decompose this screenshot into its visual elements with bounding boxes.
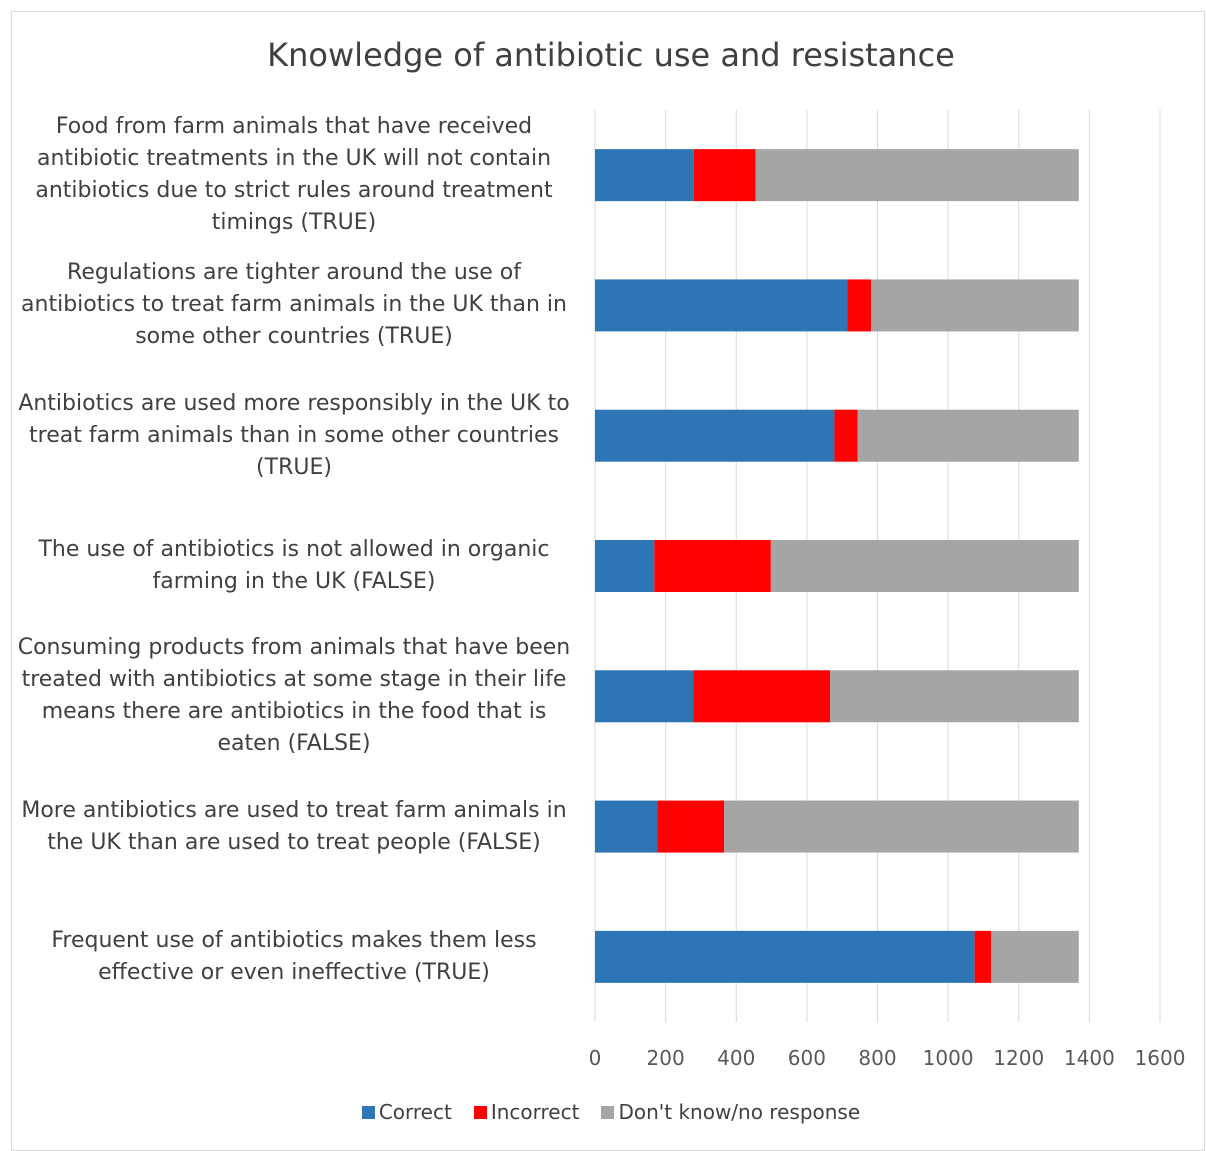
x-tick-label: 0 — [588, 1046, 602, 1070]
bar-group — [595, 800, 1079, 853]
bar-group — [595, 279, 1079, 332]
bar-incorrect — [847, 279, 872, 332]
x-tick-label: 1200 — [993, 1046, 1045, 1070]
category-label: Regulations are tighter around the use o… — [14, 257, 574, 353]
bar-group — [595, 409, 1079, 462]
bar-correct — [595, 149, 694, 202]
legend: Correct Incorrect Don't know/no response — [0, 1100, 1206, 1124]
x-tick-label: 1000 — [922, 1046, 974, 1070]
bar-don-t-know-no-response — [755, 149, 1079, 202]
bar-group — [595, 930, 1079, 983]
category-label-line: some other countries (TRUE) — [135, 324, 453, 350]
bar-incorrect — [693, 670, 831, 723]
category-label-line: antibiotic treatments in the UK will not… — [36, 146, 552, 172]
category-label-line: means there are antibiotics in the food … — [41, 699, 547, 725]
bar-group — [595, 670, 1079, 723]
legend-item: Incorrect — [473, 1100, 580, 1124]
category-label-line: eaten (FALSE) — [217, 731, 371, 757]
category-label: Frequent use of antibiotics makes them l… — [14, 925, 574, 989]
chart-title: Knowledge of antibiotic use and resistan… — [267, 36, 955, 74]
category-label: More antibiotics are used to treat farm … — [14, 795, 574, 859]
category-label-line: (TRUE) — [256, 454, 332, 480]
bar-incorrect — [654, 540, 771, 592]
legend-item: Don't know/no response — [601, 1100, 860, 1124]
bar-don-t-know-no-response — [991, 930, 1079, 983]
category-label-line: treated with antibiotics at some stage i… — [21, 667, 567, 693]
bar-correct — [595, 540, 655, 592]
bar-group — [595, 540, 1079, 592]
bar-don-t-know-no-response — [871, 279, 1079, 332]
x-tick-label: 1400 — [1063, 1046, 1115, 1070]
category-label-line: timings (TRUE) — [211, 210, 377, 236]
category-label-line: treat farm animals than in some other co… — [29, 422, 559, 448]
legend-label: Incorrect — [490, 1100, 580, 1124]
category-label-line: More antibiotics are used to treat farm … — [21, 797, 567, 823]
category-label-line: effective or even ineffective (TRUE) — [98, 959, 490, 985]
bar-incorrect — [693, 149, 756, 202]
bar-don-t-know-no-response — [830, 670, 1079, 723]
x-tick-label: 1600 — [1134, 1046, 1186, 1070]
category-label: Antibiotics are used more responsibly in… — [14, 388, 574, 484]
legend-swatch — [601, 1105, 615, 1119]
legend-item: Correct — [361, 1100, 452, 1124]
legend-label: Don't know/no response — [618, 1100, 861, 1124]
bar-correct — [595, 409, 835, 462]
bar-incorrect — [834, 409, 858, 462]
x-tick-label: 200 — [646, 1046, 685, 1070]
bar-don-t-know-no-response — [770, 540, 1079, 592]
bar-correct — [595, 670, 694, 723]
category-label: The use of antibiotics is not allowed in… — [14, 534, 574, 598]
bar-incorrect — [974, 930, 992, 983]
category-label-line: Regulations are tighter around the use o… — [67, 260, 521, 286]
bar-group — [595, 149, 1079, 202]
category-label-line: farming in the UK (FALSE) — [152, 569, 436, 594]
bar-correct — [595, 800, 658, 853]
bar-incorrect — [657, 800, 725, 853]
bar-correct — [595, 930, 975, 983]
category-label-line: antibiotics due to strict rules around t… — [35, 178, 553, 204]
category-label-line: antibiotics to treat farm animals in the… — [21, 292, 567, 318]
legend-label: Correct — [378, 1100, 452, 1124]
legend-swatch — [473, 1105, 487, 1119]
category-label-line: Frequent use of antibiotics makes them l… — [51, 927, 537, 953]
x-tick-label: 800 — [858, 1046, 897, 1070]
category-label-line: Food from farm animals that have receive… — [55, 114, 533, 140]
x-tick-label: 600 — [787, 1046, 826, 1070]
legend-swatch — [361, 1105, 375, 1119]
bar-don-t-know-no-response — [724, 800, 1079, 853]
category-label-line: Antibiotics are used more responsibly in… — [18, 390, 570, 416]
category-label: Food from farm animals that have receive… — [14, 111, 574, 239]
bar-don-t-know-no-response — [857, 409, 1079, 462]
category-label-line: the UK than are used to treat people (FA… — [47, 829, 541, 855]
category-label: Consuming products from animals that hav… — [14, 632, 574, 760]
bar-correct — [595, 279, 848, 332]
category-label-line: The use of antibiotics is not allowed in… — [38, 537, 550, 562]
x-tick-label: 400 — [717, 1046, 756, 1070]
category-label-line: Consuming products from animals that hav… — [17, 635, 571, 661]
